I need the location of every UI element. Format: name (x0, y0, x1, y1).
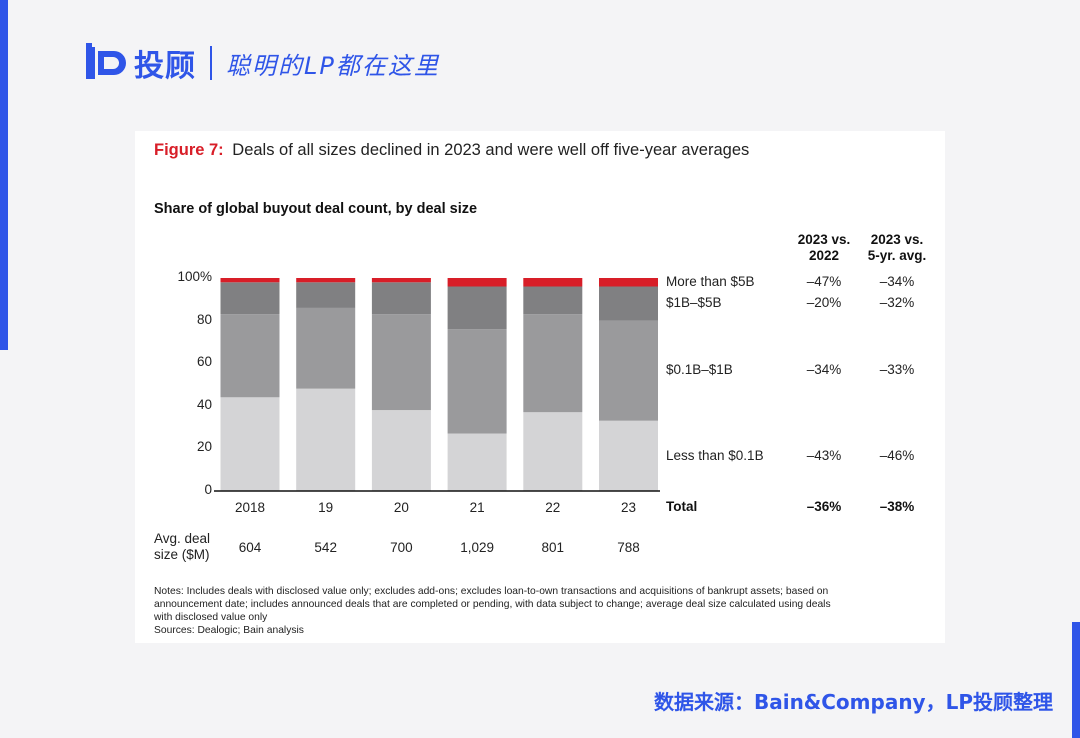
avg-deal-label-line1: Avg. deal (154, 531, 210, 546)
s01-1-vs-5yr: –33% (880, 362, 915, 377)
avg-deal-value: 542 (314, 540, 337, 555)
s1-5-vs-5yr: –32% (880, 295, 915, 310)
lt01-vs-2022: –43% (807, 448, 842, 463)
x-tick-label: 21 (470, 500, 485, 515)
notes-line: Notes: Includes deals with disclosed val… (154, 586, 829, 597)
figure-caption-text: Deals of all sizes declined in 2023 and … (232, 141, 749, 159)
bar-segment-gt-5b (447, 278, 507, 287)
bar-segment-0.1b-1b (220, 314, 280, 398)
avg-deal-value: 604 (239, 540, 262, 555)
y-tick-label: 20 (197, 439, 212, 454)
avg-deal-values: 604 542 700 1,029 801 788 (239, 540, 640, 555)
sources-line: Sources: Dealogic; Bain analysis (154, 625, 304, 636)
total-label: Total (666, 499, 697, 514)
bar-segment-0.1b-1b (296, 307, 356, 389)
bar-segment-1b-5b (296, 282, 356, 308)
figure-card: Figure 7: Deals of all sizes declined in… (135, 131, 945, 643)
y-tick-label: 60 (197, 354, 212, 369)
s01-1-vs-2022: –34% (807, 362, 842, 377)
avg-deal-value: 801 (542, 540, 565, 555)
right-accent-bar (1072, 622, 1080, 738)
header-vs-2022-line2: 2022 (809, 248, 839, 263)
bar-segment-lt-0.1b (296, 388, 356, 491)
bar-segment-0.1b-1b (371, 314, 431, 411)
x-axis-labels: 2018 19 20 21 22 23 (235, 500, 636, 515)
header-divider (210, 46, 212, 80)
bar-segment-gt-5b (371, 278, 431, 283)
bar-segment-0.1b-1b (447, 329, 507, 434)
s1-5-vs-2022: –20% (807, 295, 842, 310)
bar-segment-lt-0.1b (220, 397, 280, 491)
y-tick-label: 40 (197, 397, 212, 412)
bar-stack (523, 278, 583, 491)
left-accent-bar (0, 0, 8, 350)
total-vs-5yr: –38% (880, 499, 915, 514)
avg-deal-value: 700 (390, 540, 413, 555)
footer-source: 数据来源：Bain&Company，LP投顾整理 (653, 690, 1053, 714)
bar-segment-gt-5b (523, 278, 583, 287)
bar-stack (599, 278, 658, 491)
bar-segment-lt-0.1b (599, 420, 658, 491)
series-label-01-1: $0.1B–$1B (666, 362, 733, 377)
notes-line: announcement date; includes announced de… (154, 599, 831, 610)
x-tick-label: 20 (394, 500, 409, 515)
total-vs-2022: –36% (807, 499, 842, 514)
bar-stack (296, 278, 356, 491)
avg-deal-value: 788 (617, 540, 640, 555)
y-axis: 100% 80 60 40 20 0 (177, 269, 212, 497)
bar-segment-lt-0.1b (447, 433, 507, 491)
bar-segment-gt-5b (220, 278, 280, 283)
bar-stack (371, 278, 431, 491)
bar-segment-0.1b-1b (599, 320, 658, 421)
avg-deal-label-line2: size ($M) (154, 547, 210, 562)
series-label-1-5: $1B–$5B (666, 295, 722, 310)
bar-stack (220, 278, 280, 491)
brand-logo-icon (86, 43, 126, 79)
header-vs-2022-line1: 2023 vs. (798, 232, 851, 247)
bar-segment-0.1b-1b (523, 314, 583, 413)
header-vs-5yr-line1: 2023 vs. (871, 232, 924, 247)
y-tick-label: 0 (204, 482, 212, 497)
x-tick-label: 23 (621, 500, 636, 515)
series-label-gt5: More than $5B (666, 274, 755, 289)
notes-line: with disclosed value only (153, 612, 268, 623)
y-tick-label: 100% (177, 269, 212, 284)
bar-segment-1b-5b (599, 286, 658, 321)
y-tick-label: 80 (197, 312, 212, 327)
figure-label: Figure 7: (154, 141, 224, 159)
bar-segment-gt-5b (296, 278, 356, 283)
brand-name: 投顾 (134, 49, 196, 84)
gt5-vs-5yr: –34% (880, 274, 915, 289)
x-tick-label: 2018 (235, 500, 265, 515)
bar-stack (447, 278, 507, 491)
figure-svg: Figure 7: Deals of all sizes declined in… (153, 141, 927, 636)
bar-segment-1b-5b (371, 282, 431, 315)
bars-group (220, 278, 658, 491)
bar-segment-lt-0.1b (371, 410, 431, 491)
bar-segment-1b-5b (447, 286, 507, 330)
chart-title: Share of global buyout deal count, by de… (154, 201, 477, 217)
x-tick-label: 22 (545, 500, 560, 515)
series-label-lt01: Less than $0.1B (666, 448, 764, 463)
brand-header: 投顾 聪明的LP都在这里 (84, 40, 440, 86)
bar-segment-1b-5b (523, 286, 583, 315)
x-tick-label: 19 (318, 500, 333, 515)
gt5-vs-2022: –47% (807, 274, 842, 289)
lt01-vs-5yr: –46% (880, 448, 915, 463)
bar-segment-lt-0.1b (523, 412, 583, 491)
figure-caption: Figure 7: Deals of all sizes declined in… (154, 141, 749, 159)
bar-segment-gt-5b (599, 278, 658, 287)
bar-segment-1b-5b (220, 282, 280, 315)
brand-slogan: 聪明的LP都在这里 (226, 51, 440, 80)
header-vs-5yr-line2: 5-yr. avg. (868, 248, 927, 263)
avg-deal-value: 1,029 (460, 540, 494, 555)
